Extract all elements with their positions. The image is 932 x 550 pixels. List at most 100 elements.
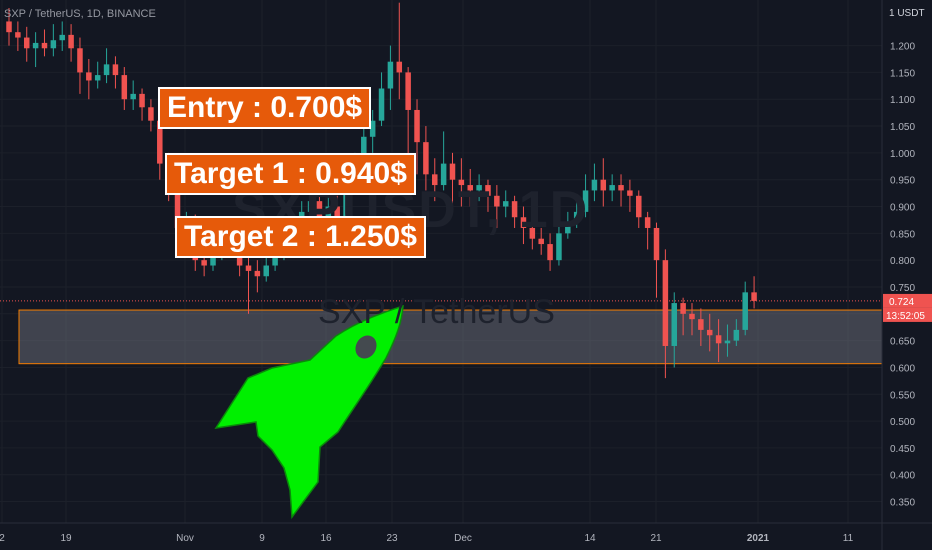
candle-body [41, 42, 48, 49]
candle-body [689, 313, 695, 320]
candle-body [148, 107, 154, 121]
watermark-name: SXP / TetherUS [318, 293, 555, 331]
candle-body [724, 340, 731, 344]
candle-body [529, 227, 536, 239]
candle-body [23, 37, 30, 49]
candle-body [715, 335, 722, 344]
candle-body [502, 201, 509, 207]
candle [644, 211, 651, 250]
candle [369, 109, 376, 153]
candle [263, 254, 269, 282]
candle-body [698, 319, 704, 330]
y-tick-label: 1.100 [890, 95, 915, 106]
y-tick-label: 0.800 [890, 256, 915, 267]
candle [715, 319, 722, 363]
candle-body [573, 211, 580, 223]
current-price-bg [883, 293, 932, 308]
candle [742, 281, 748, 336]
candle-body [671, 303, 677, 346]
x-tick-label: 23 [386, 533, 398, 544]
candle [86, 59, 92, 100]
candle-body [50, 40, 57, 49]
price-axis[interactable]: 1.200 1.150 1.100 1.050 1.000 0.950 0.900 0.850… [881, 0, 932, 550]
candle [414, 99, 420, 175]
candle-body [458, 179, 465, 186]
candle [706, 313, 713, 352]
target-2-label: Target 2 : 1.250$ [175, 216, 426, 258]
candle-body [653, 227, 660, 261]
candle-body [751, 292, 757, 301]
x-tick-label: 14 [584, 533, 596, 544]
y-tick-label: 1.150 [890, 68, 915, 79]
candle [556, 222, 562, 266]
target-1-label: Target 1 : 0.940$ [165, 153, 416, 195]
candle [50, 24, 57, 57]
y-tick-label: 0.950 [890, 176, 915, 187]
candle [476, 174, 482, 202]
candle [148, 99, 154, 132]
y-tick-label: 0.500 [890, 417, 915, 428]
y-tick-label: 1.050 [890, 122, 915, 133]
candle [689, 303, 695, 336]
candle [724, 324, 731, 357]
candle-body [405, 72, 411, 110]
rocket-icon [214, 304, 404, 520]
candle [396, 2, 403, 100]
candle-body [476, 185, 482, 191]
candle [636, 190, 642, 228]
candle [6, 8, 12, 46]
y-tick-label: 0.550 [890, 390, 915, 401]
candle-body [201, 260, 207, 266]
candle-body [556, 233, 562, 261]
candle-body [77, 48, 83, 73]
time-axis[interactable]: 2 19 Nov 9 16 23 Dec 14 21 2021 11 [0, 522, 932, 544]
candle [680, 297, 686, 336]
x-tick-label: 19 [60, 533, 72, 544]
candle [77, 37, 83, 94]
candle [600, 158, 607, 207]
candle [139, 88, 145, 121]
candle [698, 308, 704, 346]
y-tick-label: 0.600 [890, 363, 915, 374]
y-tick-label: 1.200 [890, 42, 915, 53]
rocket-body [214, 304, 404, 520]
x-tick-label: 16 [320, 533, 332, 544]
x-tick-label: Dec [454, 533, 472, 544]
candle-body [538, 238, 544, 245]
current-price-value: 0.724 [889, 297, 914, 308]
candle [449, 152, 456, 207]
candle-body [68, 34, 74, 49]
candle [565, 211, 571, 239]
candle [121, 67, 128, 110]
countdown-value: 13:52:05 [886, 311, 925, 322]
candle-body [139, 93, 145, 108]
candle [94, 61, 101, 89]
x-tick-label: 9 [259, 533, 265, 544]
y-tick-label: 0.400 [890, 471, 915, 482]
candle-body [343, 179, 349, 218]
candle-body [742, 292, 748, 330]
candle [573, 201, 580, 228]
candle [467, 168, 473, 207]
candle-body [307, 201, 314, 212]
candle-body [15, 32, 21, 38]
y-tick-label: 0.850 [890, 229, 915, 240]
candle-body [582, 190, 589, 212]
y-tick-label: 0.450 [890, 444, 915, 455]
candle-body [627, 190, 633, 196]
candle-body [387, 61, 394, 89]
candle-body [662, 260, 669, 346]
candle-body [609, 185, 615, 191]
candle-body [130, 93, 136, 100]
candle-body [547, 244, 553, 261]
candle [733, 319, 740, 346]
candle [520, 206, 527, 245]
candle-body [600, 179, 607, 191]
candle [130, 80, 136, 110]
y-tick-label: 0.350 [890, 498, 915, 509]
candle-body [467, 185, 473, 191]
x-tick-label: 21 [650, 533, 662, 544]
candle-body [103, 64, 110, 76]
candle [511, 195, 518, 228]
